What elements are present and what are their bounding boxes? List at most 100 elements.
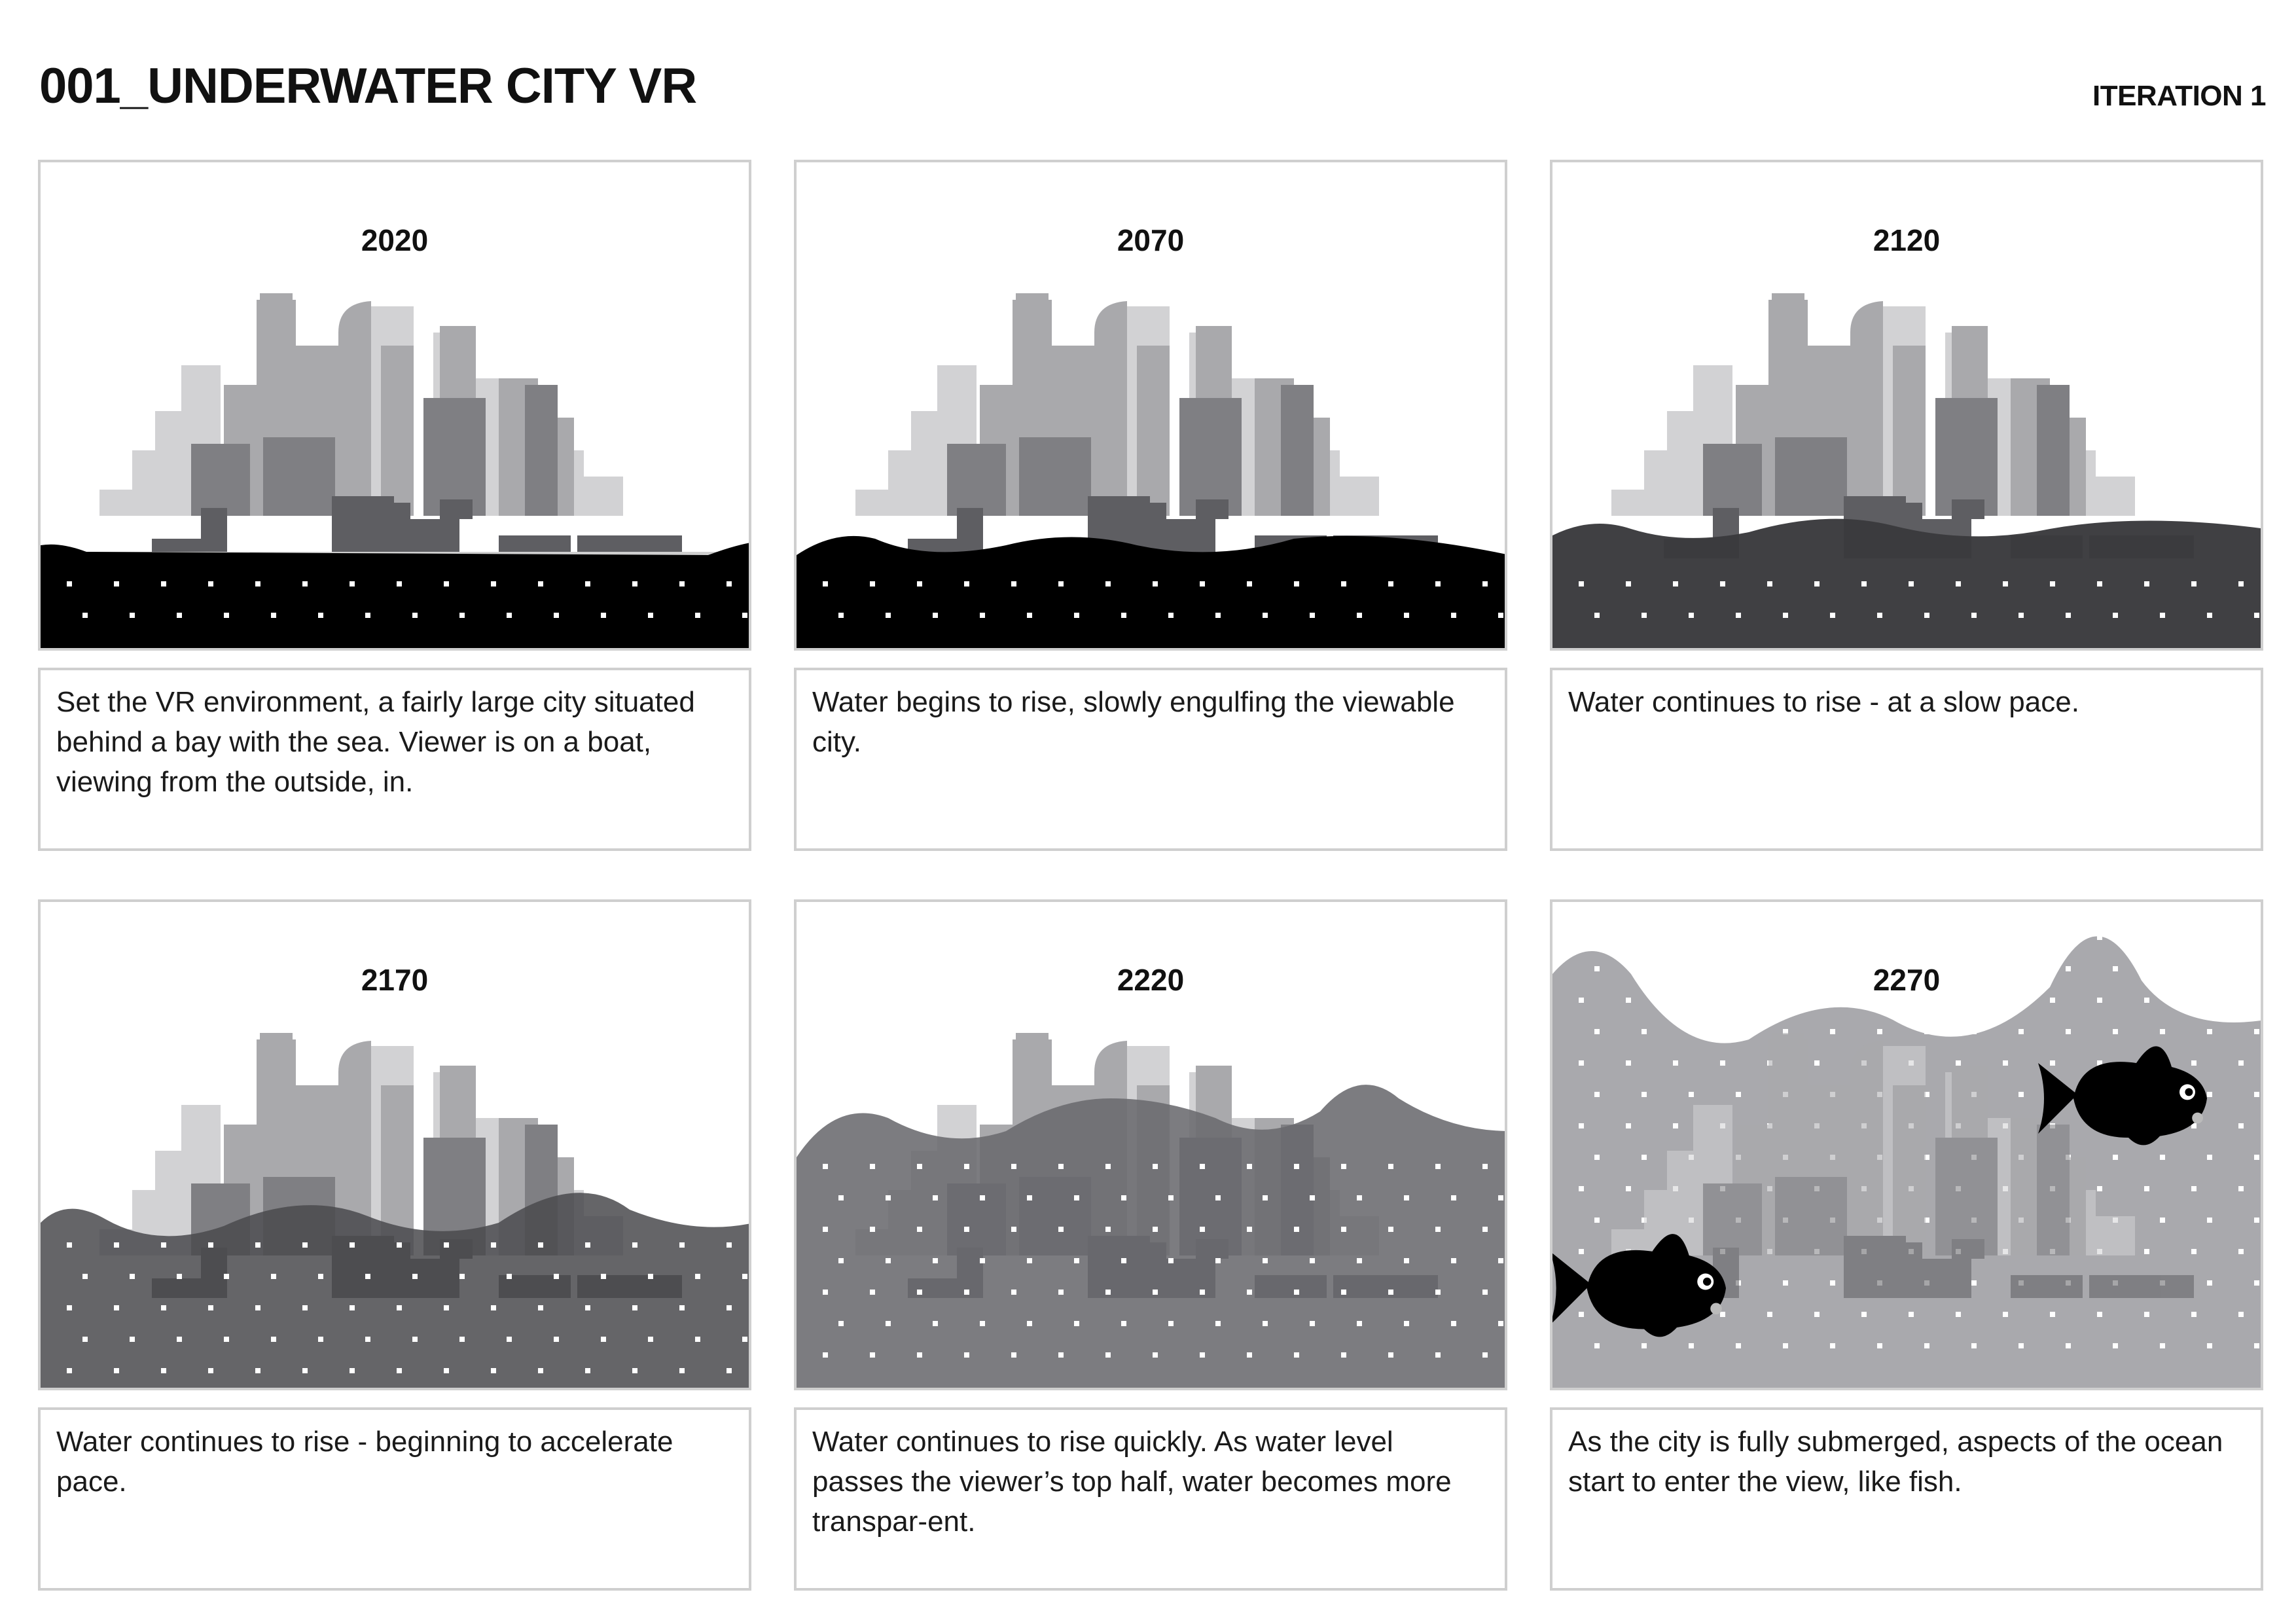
water-dot	[2238, 935, 2244, 940]
water-dot	[838, 1321, 844, 1326]
water-dot	[1689, 966, 1694, 971]
water-dot	[1310, 1321, 1315, 1326]
water-dot	[2191, 1312, 2197, 1317]
water-dot	[82, 613, 88, 618]
water-dot	[1357, 1258, 1362, 1263]
water-dot	[538, 1305, 543, 1310]
water-dot	[2066, 1029, 2071, 1034]
water-dot	[1058, 1227, 1064, 1232]
water-dot	[538, 581, 543, 586]
water-dot	[2238, 1312, 2244, 1317]
water-dot	[1215, 613, 1221, 618]
frame-year: 2170	[361, 963, 429, 997]
water-dot	[1435, 1290, 1441, 1295]
fish-icon	[2038, 1046, 2207, 1146]
water-dot	[1341, 1352, 1346, 1358]
water-dot	[1247, 1164, 1252, 1169]
water-dot	[161, 1368, 166, 1373]
water-dot	[1200, 1164, 1205, 1169]
building	[332, 496, 394, 558]
water-dot	[491, 581, 496, 586]
water-dot	[82, 1337, 88, 1342]
water-dot	[2018, 1343, 2024, 1348]
water-dot	[1498, 1258, 1503, 1263]
water-dot	[1767, 581, 1772, 586]
water-dot	[1074, 1258, 1079, 1263]
water-dot	[177, 613, 182, 618]
water-dot	[1641, 1155, 1647, 1160]
water-dot	[1924, 1218, 1929, 1223]
water-dot	[491, 1368, 496, 1373]
building	[1935, 398, 1998, 516]
water-dot	[2113, 1155, 2118, 1160]
water-dots	[67, 581, 747, 618]
water-dot	[648, 613, 653, 618]
water-dot	[1168, 1258, 1174, 1263]
water-dot	[1215, 1258, 1221, 1263]
water-dot	[1767, 935, 1772, 940]
water-dot	[1579, 1312, 1584, 1317]
water-dot	[2113, 1029, 2118, 1034]
water-dot	[1861, 935, 1867, 940]
water-dot	[1909, 1312, 1914, 1317]
water-dot	[1877, 966, 1882, 971]
water-dot	[1105, 1352, 1111, 1358]
water-dot	[1451, 1258, 1456, 1263]
water-dot	[1153, 1352, 1158, 1358]
water-dot	[870, 1227, 875, 1232]
water-dot	[823, 1227, 828, 1232]
water-dot	[302, 1368, 308, 1373]
water-dot	[917, 1352, 922, 1358]
water-dot	[585, 1242, 590, 1248]
water-dot	[1830, 1280, 1835, 1286]
city-skyline	[1611, 1033, 2194, 1298]
building	[1772, 1033, 1804, 1046]
water-dot	[208, 1368, 213, 1373]
water-dot	[2207, 1155, 2212, 1160]
water-dot	[585, 1305, 590, 1310]
water-body	[41, 1193, 749, 1388]
water-dot	[1594, 1092, 1600, 1097]
water-dot	[1736, 613, 1741, 618]
water-dot	[507, 1337, 512, 1342]
water-dot	[2003, 935, 2008, 940]
water-dot	[964, 1352, 969, 1358]
water-dot	[67, 1305, 72, 1310]
water-dot	[412, 1274, 418, 1279]
water-dot	[302, 1242, 308, 1248]
water-dot	[538, 1242, 543, 1248]
water-dot	[444, 1305, 449, 1310]
water-dot	[2238, 1249, 2244, 1254]
city-skyline	[1611, 293, 2194, 558]
water-dot	[1783, 1029, 1788, 1034]
scene-6	[1552, 935, 2261, 1388]
water-dot	[1783, 966, 1788, 971]
building	[947, 444, 1006, 516]
water-dot	[1388, 581, 1393, 586]
water-dot	[1121, 1321, 1126, 1326]
water-dot	[2191, 935, 2197, 940]
water-dot	[2160, 1029, 2165, 1034]
building	[525, 385, 558, 516]
building	[577, 477, 623, 516]
water-dot	[933, 613, 938, 618]
water-dot	[1877, 1029, 1882, 1034]
water-dot	[933, 1258, 938, 1263]
water-dot	[1310, 613, 1315, 618]
water-dot	[2191, 998, 2197, 1003]
water-dot	[67, 1368, 72, 1373]
water-dot	[1121, 1258, 1126, 1263]
water-dot	[1168, 1195, 1174, 1200]
water-dot	[114, 1368, 119, 1373]
water-dot	[224, 1337, 229, 1342]
water-dot	[1579, 581, 1584, 586]
water-dot	[1153, 1164, 1158, 1169]
water-dot	[114, 1305, 119, 1310]
water-dot	[1168, 1321, 1174, 1326]
water-dot	[1058, 581, 1064, 586]
building	[1281, 385, 1314, 516]
water-dot	[632, 1242, 637, 1248]
water-dot	[1482, 1227, 1488, 1232]
water-dot	[870, 1164, 875, 1169]
water-dot	[271, 613, 276, 618]
